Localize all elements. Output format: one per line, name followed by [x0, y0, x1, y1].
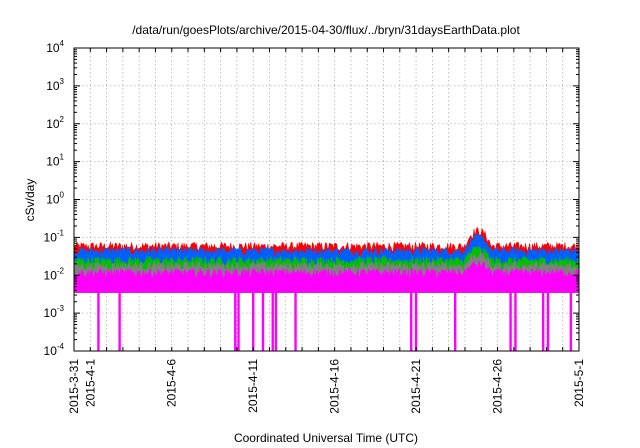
series-band — [73, 260, 580, 293]
series-group — [73, 227, 580, 351]
dropout — [569, 292, 573, 351]
dropout — [509, 292, 512, 351]
x-tick-labels: 2015-3-31 2015-4-1 2015-4-6 2015-4-11 2015-4… — [67, 359, 586, 414]
dropout — [118, 292, 121, 351]
dropout — [274, 292, 278, 351]
dropout — [546, 292, 550, 351]
x-tick-label: 2015-4-6 — [165, 359, 179, 407]
y-tick-label: 102 — [46, 115, 64, 131]
y-tick-label: 104 — [46, 39, 64, 55]
dropout — [514, 292, 517, 351]
y-tick-label: 10-2 — [44, 266, 65, 282]
dropout — [271, 292, 274, 351]
dropout — [410, 292, 413, 351]
dropout — [234, 292, 237, 351]
y-tick-label: 103 — [46, 77, 64, 93]
grid — [74, 48, 579, 351]
dropout — [261, 292, 265, 351]
tick-marks — [73, 47, 580, 352]
x-tick-label: 2015-4-26 — [491, 359, 505, 414]
y-tick-labels: 10-4 10-3 10-2 10-1 100 101 102 103 104 — [44, 39, 65, 358]
x-tick-label: 2015-4-21 — [409, 359, 423, 414]
dropout — [294, 292, 297, 351]
y-tick-label: 10-1 — [44, 228, 65, 244]
dropout — [414, 292, 418, 351]
chart-title: /data/run/goesPlots/archive/2015-04-30/f… — [132, 23, 520, 37]
x-tick-label: 2015-4-16 — [328, 359, 342, 414]
dropout — [541, 292, 545, 351]
dropout — [97, 292, 100, 351]
dropout — [237, 292, 240, 351]
x-tick-label: 2015-3-31 — [67, 359, 81, 414]
dropout — [453, 292, 457, 351]
y-axis-label: cSv/day — [23, 179, 37, 222]
x-tick-label: 2015-4-1 — [83, 359, 97, 407]
y-tick-label: 10-4 — [44, 342, 65, 358]
x-tick-label: 2015-4-11 — [246, 359, 260, 413]
y-tick-label: 101 — [46, 153, 64, 169]
y-tick-label: 10-3 — [44, 304, 65, 320]
dropout — [251, 292, 255, 351]
y-tick-label: 100 — [46, 191, 64, 207]
x-axis-label: Coordinated Universal Time (UTC) — [234, 431, 418, 445]
x-tick-label: 2015-5-1 — [572, 359, 586, 407]
